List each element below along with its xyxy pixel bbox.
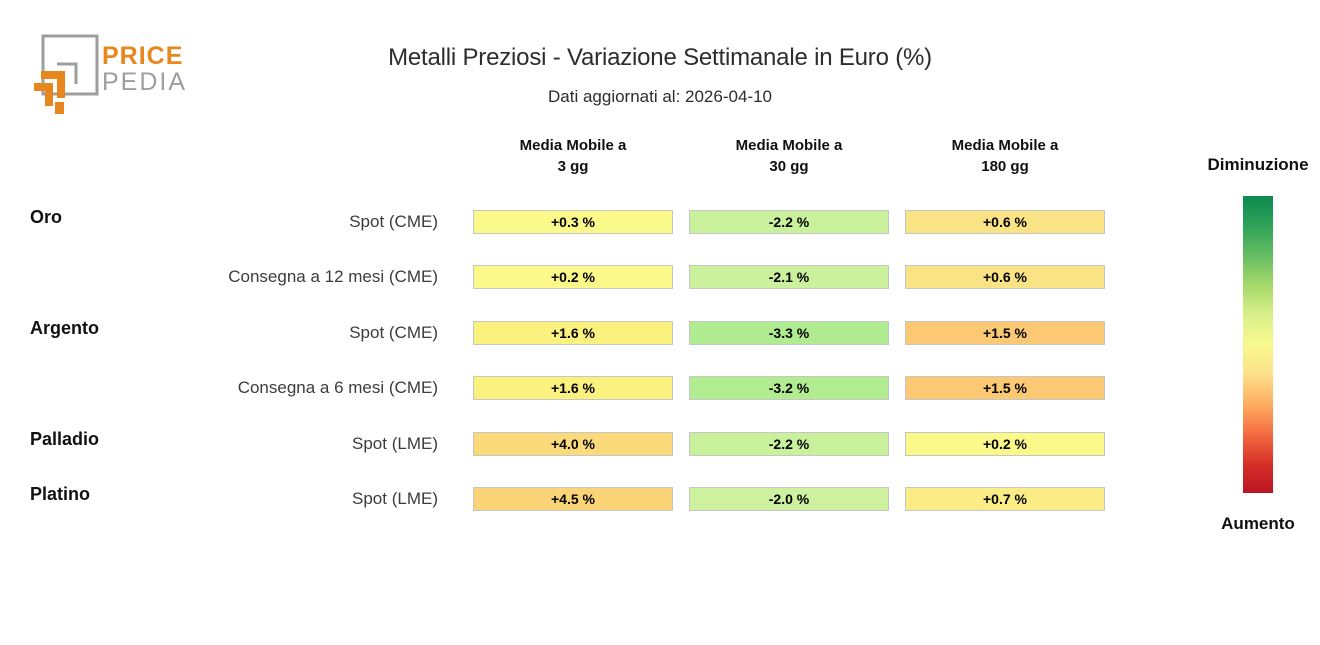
column-header-line2: 180 gg xyxy=(981,158,1029,175)
heatmap-cell: -2.1 % xyxy=(689,265,889,289)
heatmap-cell: +1.6 % xyxy=(473,376,673,400)
column-header-180gg: Media Mobile a 180 gg xyxy=(905,135,1105,177)
metal-label: Oro xyxy=(30,207,63,227)
contract-label: Spot (LME) xyxy=(352,434,438,453)
legend-increase-label: Aumento xyxy=(1221,514,1295,533)
heatmap-cell: -3.3 % xyxy=(689,321,889,345)
contract-label: Consegna a 6 mesi (CME) xyxy=(237,378,438,397)
heatmap-cell: +0.2 % xyxy=(473,265,673,289)
logo-text-pedia: PEDIA xyxy=(102,68,188,96)
heatmap-cell: +1.5 % xyxy=(905,321,1105,345)
column-header-line1: Media Mobile a xyxy=(519,137,627,154)
logo-text-price: PRICE xyxy=(102,42,184,70)
heatmap-cell: +1.5 % xyxy=(905,376,1105,400)
column-header-line1: Media Mobile a xyxy=(735,137,843,154)
heatmap-cell: +0.7 % xyxy=(905,487,1105,511)
column-header-line1: Media Mobile a xyxy=(951,137,1059,154)
column-header-30gg: Media Mobile a 30 gg xyxy=(689,135,889,177)
heatmap-cell: -2.2 % xyxy=(689,432,889,456)
column-header-line2: 3 gg xyxy=(557,158,589,175)
heatmap-cell: +0.6 % xyxy=(905,265,1105,289)
metal-label: Argento xyxy=(30,318,99,338)
colorbar-gradient xyxy=(1243,196,1273,493)
metal-label: Platino xyxy=(30,484,91,504)
chart-subtitle: Dati aggiornati al: 2026-04-10 xyxy=(548,87,772,106)
heatmap-cell: +1.6 % xyxy=(473,321,673,345)
column-header-line2: 30 gg xyxy=(769,158,809,175)
column-header-3gg: Media Mobile a 3 gg xyxy=(473,135,673,177)
heatmap-cell: +0.6 % xyxy=(905,210,1105,234)
legend-decrease-label: Diminuzione xyxy=(1207,155,1309,174)
contract-label: Spot (CME) xyxy=(349,212,438,231)
chart-title: Metalli Preziosi - Variazione Settimanal… xyxy=(388,44,932,71)
heatmap-cell: +0.3 % xyxy=(473,210,673,234)
pricepedia-logo-icon xyxy=(34,34,99,114)
heatmap-cell: +0.2 % xyxy=(905,432,1105,456)
heatmap-cell: -2.0 % xyxy=(689,487,889,511)
metal-label: Palladio xyxy=(30,429,100,449)
heatmap-cell: -2.2 % xyxy=(689,210,889,234)
pricepedia-logo: PRICE PEDIA xyxy=(30,30,280,120)
contract-label: Spot (CME) xyxy=(349,323,438,342)
heatmap-cell: -3.2 % xyxy=(689,376,889,400)
heatmap-cell: +4.0 % xyxy=(473,432,673,456)
contract-label: Consegna a 12 mesi (CME) xyxy=(228,267,438,286)
heatmap-cell: +4.5 % xyxy=(473,487,673,511)
contract-label: Spot (LME) xyxy=(352,489,438,508)
